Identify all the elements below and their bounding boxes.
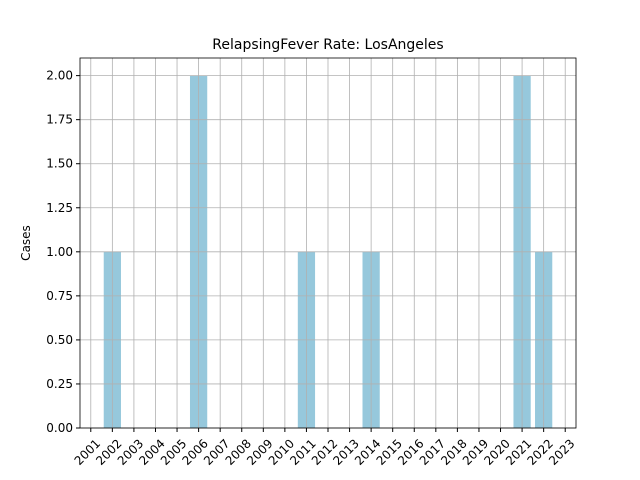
y-tick-label: 2.00 [46, 69, 73, 83]
y-tick-label: 1.25 [46, 201, 73, 215]
chart-title: RelapsingFever Rate: LosAngeles [212, 37, 443, 53]
y-tick-label: 1.50 [46, 157, 73, 171]
y-tick-label: 1.75 [46, 113, 73, 127]
y-tick-label: 0.25 [46, 377, 73, 391]
y-tick-label: 0.00 [46, 421, 73, 435]
y-tick-label: 0.75 [46, 289, 73, 303]
y-axis-label: Cases [19, 225, 33, 261]
y-tick-label: 0.50 [46, 333, 73, 347]
plot-frame [79, 57, 577, 429]
y-tick-label: 1.00 [46, 245, 73, 259]
